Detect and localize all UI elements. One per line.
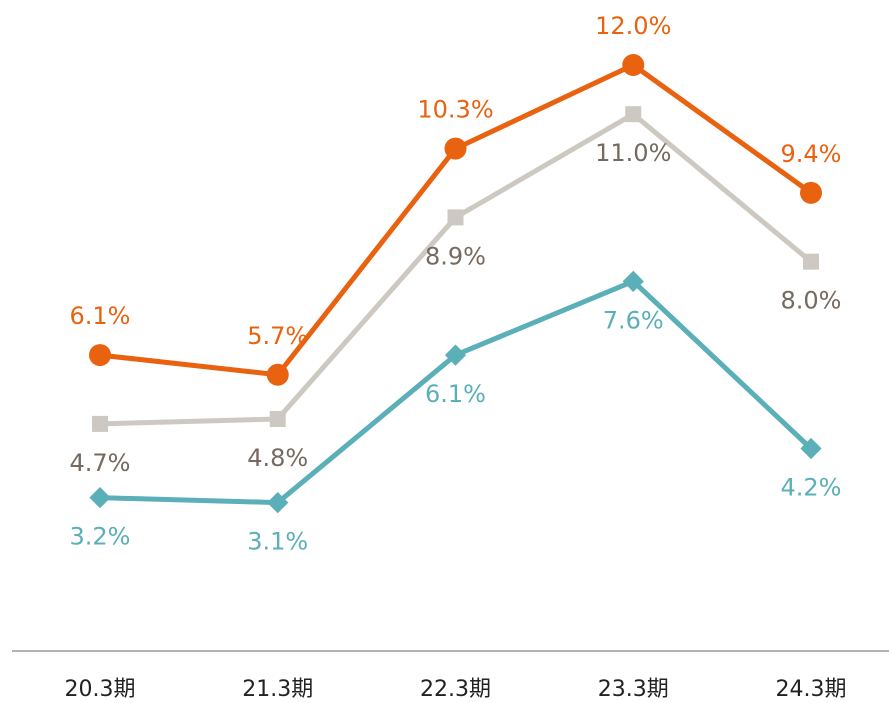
point [269, 411, 286, 427]
data-label: 3.1% [247, 528, 308, 556]
point [447, 209, 464, 226]
x-tick-label: 20.3期 [65, 677, 136, 702]
data-label: 7.6% [603, 306, 664, 334]
data-label: 4.7% [70, 449, 131, 477]
point [266, 363, 289, 386]
x-tick-label: 22.3期 [420, 677, 491, 702]
point [625, 106, 642, 123]
point [803, 253, 819, 270]
data-label: 12.0% [595, 12, 671, 40]
point [622, 54, 645, 76]
point [800, 181, 822, 204]
point [89, 487, 111, 509]
data-label: 4.8% [247, 444, 308, 472]
x-tick-label: 23.3期 [598, 677, 669, 702]
point [622, 270, 644, 292]
point [444, 137, 467, 160]
data-label: 8.0% [781, 287, 842, 315]
data-label: 10.3% [417, 96, 493, 124]
data-label: 5.7% [247, 322, 308, 350]
data-label: 9.4% [781, 140, 842, 168]
data-label: 11.0% [595, 139, 671, 167]
data-label: 6.1% [425, 380, 486, 408]
point [89, 344, 111, 367]
point [800, 437, 822, 460]
data-label: 3.2% [70, 523, 131, 551]
point [92, 415, 108, 432]
x-tick-label: 24.3期 [776, 677, 847, 702]
data-label: 6.1% [70, 302, 131, 330]
data-label: 8.9% [425, 242, 486, 270]
x-tick-label: 21.3期 [242, 677, 313, 702]
data-label: 4.2% [781, 474, 842, 502]
